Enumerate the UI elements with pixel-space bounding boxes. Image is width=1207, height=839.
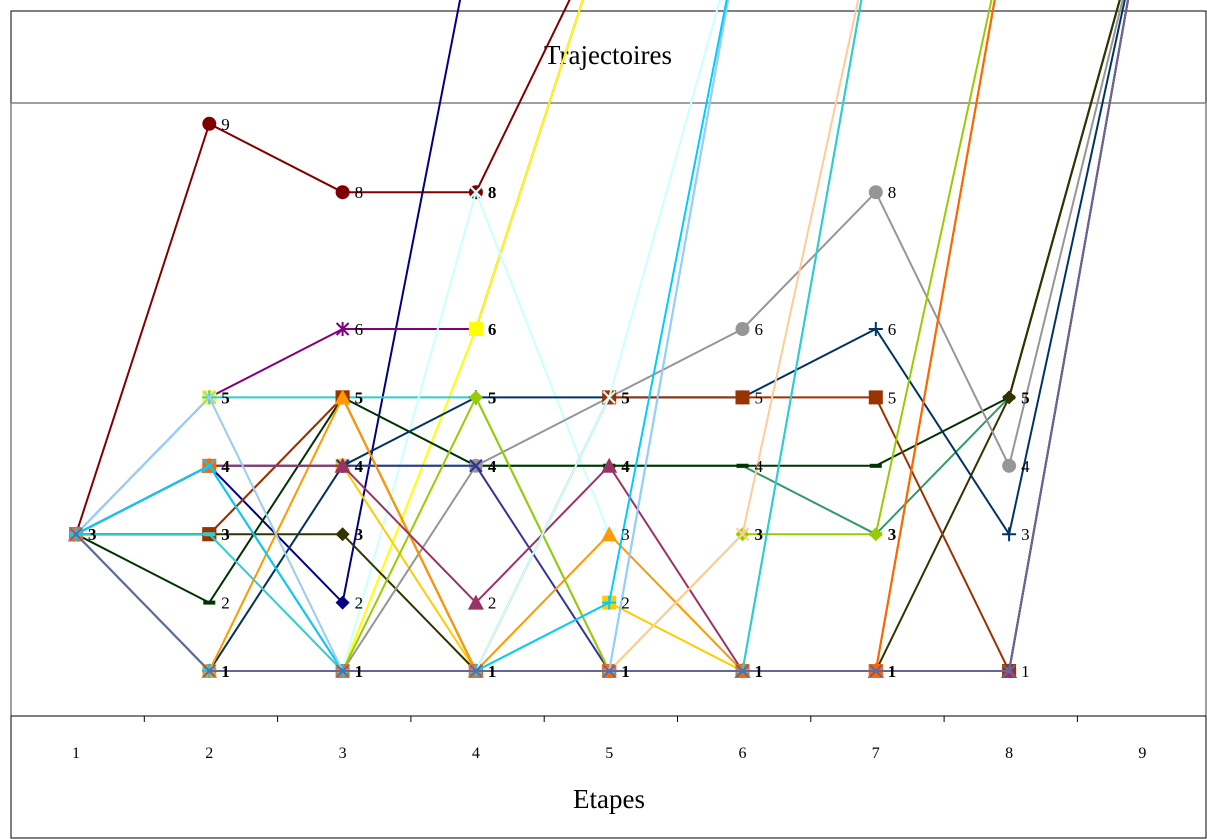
series-marker bbox=[735, 390, 750, 405]
data-label: 3 bbox=[888, 525, 897, 544]
data-label: 3 bbox=[1021, 525, 1030, 544]
data-label: 8 bbox=[488, 183, 497, 202]
series-marker bbox=[335, 185, 350, 200]
x-axis-ticks: 1 2 3 4 5 6 7 8 9 bbox=[10, 716, 1146, 762]
data-label: 1 bbox=[755, 662, 764, 681]
data-label: 5 bbox=[888, 388, 897, 407]
series-marker bbox=[334, 457, 351, 473]
series-marker bbox=[69, 527, 83, 541]
data-label: 1 bbox=[888, 662, 897, 681]
data-label: 1 bbox=[621, 662, 630, 681]
series-marker bbox=[335, 322, 350, 336]
series-marker bbox=[602, 390, 616, 405]
data-label: 4 bbox=[755, 457, 764, 476]
series-marker bbox=[202, 116, 217, 131]
data-label: 5 bbox=[355, 388, 364, 407]
data-label: 2 bbox=[355, 594, 364, 613]
data-label: 2 bbox=[221, 594, 230, 613]
series-marker bbox=[203, 600, 216, 605]
series-marker bbox=[335, 527, 350, 542]
series-marker bbox=[1002, 664, 1016, 678]
series-marker bbox=[735, 527, 750, 541]
series-marker bbox=[202, 390, 217, 405]
x-tick-label: 5 bbox=[605, 745, 613, 762]
series-marker bbox=[1002, 390, 1017, 405]
series-marker bbox=[869, 463, 882, 468]
series-marker bbox=[736, 463, 749, 468]
series-marker bbox=[602, 595, 617, 610]
series-marker bbox=[1002, 527, 1017, 542]
data-labels-layer: 3954321865432112865421125432112654311286… bbox=[88, 115, 1030, 681]
x-tick-label: 8 bbox=[1005, 745, 1013, 762]
data-label: 4 bbox=[488, 457, 497, 476]
data-label: 2 bbox=[488, 594, 497, 613]
data-label: 5 bbox=[488, 388, 497, 407]
data-label: 5 bbox=[755, 388, 764, 407]
series-marker bbox=[868, 185, 883, 200]
data-label: 5 bbox=[221, 388, 230, 407]
data-label: 3 bbox=[355, 525, 364, 544]
series-marker bbox=[1002, 458, 1017, 473]
x-tick-label: 3 bbox=[339, 745, 347, 762]
series-marker bbox=[335, 595, 350, 610]
series-marker bbox=[202, 664, 217, 678]
series-marker bbox=[735, 322, 750, 336]
series-marker bbox=[868, 390, 883, 405]
data-label: 4 bbox=[355, 457, 364, 476]
series-marker bbox=[468, 390, 483, 405]
series-marker bbox=[601, 526, 618, 542]
data-label: 5 bbox=[1021, 388, 1030, 407]
series-marker bbox=[468, 322, 483, 336]
series-marker bbox=[469, 664, 483, 678]
data-label: 3 bbox=[221, 525, 230, 544]
series-marker bbox=[869, 664, 883, 678]
data-label: 6 bbox=[488, 320, 497, 339]
series-marker bbox=[203, 532, 216, 537]
data-label: 4 bbox=[621, 457, 630, 476]
data-label: 8 bbox=[355, 183, 364, 202]
data-label: 6 bbox=[355, 320, 364, 339]
data-label: 3 bbox=[621, 525, 630, 544]
data-label: 1 bbox=[1021, 662, 1030, 681]
x-axis-label: Etapes bbox=[573, 784, 645, 814]
data-label: 4 bbox=[1021, 457, 1030, 476]
series-marker bbox=[735, 664, 750, 678]
x-tick-label: 9 bbox=[1138, 745, 1146, 762]
x-tick-label: 6 bbox=[739, 745, 747, 762]
data-label: 1 bbox=[355, 662, 364, 681]
series-26 bbox=[69, 0, 1129, 678]
series-marker bbox=[602, 664, 616, 678]
data-label: 3 bbox=[755, 525, 764, 544]
chart-frame bbox=[10, 10, 1207, 839]
data-label: 5 bbox=[621, 388, 630, 407]
data-label: 6 bbox=[888, 320, 897, 339]
data-label: 6 bbox=[755, 320, 764, 339]
series-marker bbox=[469, 185, 483, 199]
data-label: 2 bbox=[621, 594, 630, 613]
series-marker bbox=[601, 457, 618, 473]
data-label: 8 bbox=[888, 183, 897, 202]
series-layer bbox=[68, 0, 1129, 678]
x-tick-label: 7 bbox=[872, 745, 880, 762]
series-marker bbox=[202, 459, 217, 473]
data-label: 4 bbox=[221, 457, 230, 476]
series-marker bbox=[334, 389, 351, 405]
x-tick-label: 2 bbox=[205, 745, 213, 762]
series-marker bbox=[868, 527, 883, 542]
data-label: 3 bbox=[88, 525, 97, 544]
series-marker bbox=[467, 594, 484, 610]
chart-title: Trajectoires bbox=[544, 40, 672, 70]
series-marker bbox=[335, 664, 350, 678]
x-tick-label: 4 bbox=[472, 745, 480, 762]
data-label: 9 bbox=[221, 115, 230, 134]
x-tick-label: 1 bbox=[72, 745, 80, 762]
data-label: 1 bbox=[488, 662, 497, 681]
series-marker bbox=[469, 459, 483, 473]
data-label: 1 bbox=[221, 662, 230, 681]
series-marker bbox=[868, 322, 883, 336]
